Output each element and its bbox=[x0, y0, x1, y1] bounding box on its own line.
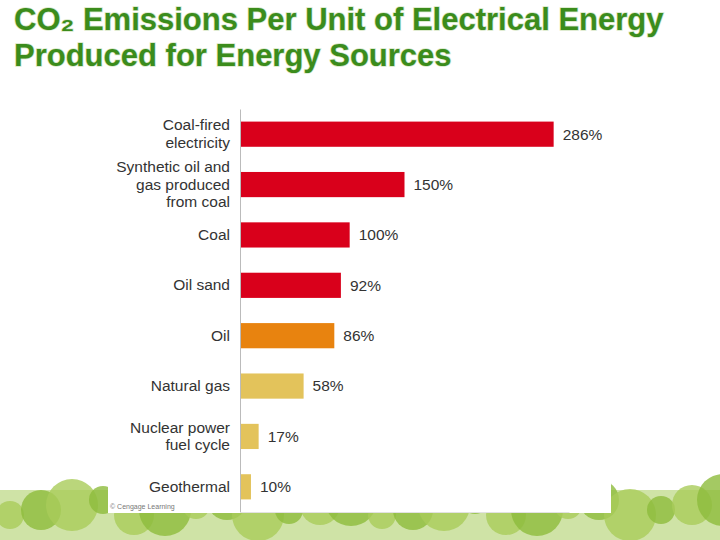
tick: Nuclear powerfuel cycle bbox=[130, 418, 240, 453]
plot-panel bbox=[108, 92, 611, 513]
tick: Oil bbox=[211, 327, 240, 344]
bar bbox=[240, 424, 259, 449]
text-line: Geothermal bbox=[149, 478, 230, 495]
tick-label: Oil bbox=[211, 327, 230, 344]
text-line: fuel cycle bbox=[165, 436, 230, 453]
tick-label: Coal bbox=[198, 226, 230, 243]
bar bbox=[240, 273, 341, 298]
data-label: 100% bbox=[359, 226, 399, 243]
x-axis-line bbox=[241, 512, 570, 513]
data-label: 150% bbox=[414, 176, 454, 193]
bar bbox=[240, 323, 334, 348]
text-line: Synthetic oil and bbox=[116, 158, 230, 175]
text-line: from coal bbox=[166, 193, 230, 210]
tick-label: Synthetic oil andgas producedfrom coal bbox=[116, 158, 230, 211]
data-labels: 286% 150% 100% 92% 86% 58% 17% 10% bbox=[260, 126, 603, 496]
tick-label: Natural gas bbox=[151, 377, 231, 394]
data-label: 86% bbox=[343, 327, 374, 344]
bar bbox=[240, 122, 554, 147]
text-line: Oil sand bbox=[173, 276, 230, 293]
bar bbox=[240, 373, 304, 398]
text-line: Coal-fired bbox=[163, 116, 230, 133]
y-axis-line bbox=[240, 110, 241, 513]
tick: Natural gas bbox=[151, 377, 240, 394]
annotation: © Cengage Learning bbox=[110, 503, 175, 511]
text-line: gas produced bbox=[136, 176, 230, 193]
text-line: electricity bbox=[165, 134, 230, 151]
tick: Synthetic oil andgas producedfrom coal bbox=[116, 158, 240, 211]
tick-label: Nuclear powerfuel cycle bbox=[130, 418, 230, 453]
tick: Oil sand bbox=[173, 276, 240, 293]
bar bbox=[240, 172, 405, 197]
bars bbox=[240, 122, 554, 500]
text-line: Nuclear power bbox=[130, 418, 230, 435]
text-line: Coal bbox=[198, 226, 230, 243]
title: CO₂ Emissions Per Unit of Electrical Ene… bbox=[14, 2, 664, 73]
text-line: Oil bbox=[211, 327, 230, 344]
tick-label: Geothermal bbox=[149, 478, 230, 495]
chart: CO₂ Emissions Per Unit of Electrical Ene… bbox=[0, 0, 720, 540]
bar bbox=[240, 222, 350, 247]
bar bbox=[240, 474, 251, 499]
tree bbox=[697, 474, 720, 526]
x-axis bbox=[241, 512, 570, 513]
tick-label: Coal-firedelectricity bbox=[163, 116, 230, 151]
tick: Coal-firedelectricity bbox=[163, 116, 240, 151]
data-label: 92% bbox=[350, 277, 381, 294]
tree bbox=[0, 501, 24, 529]
data-label: 17% bbox=[268, 428, 299, 445]
text-line: Produced for Energy Sources bbox=[14, 38, 452, 73]
data-label: 286% bbox=[563, 126, 603, 143]
y-axis: Coal-firedelectricity Synthetic oil andga… bbox=[116, 110, 240, 513]
text-line: Natural gas bbox=[151, 377, 231, 394]
text-line: CO₂ Emissions Per Unit of Electrical Ene… bbox=[14, 2, 664, 37]
tick-label: Oil sand bbox=[173, 276, 230, 293]
tree bbox=[647, 496, 675, 524]
tick: Coal bbox=[198, 226, 240, 243]
data-label: 58% bbox=[313, 377, 344, 394]
tick: Geothermal bbox=[149, 478, 240, 495]
data-label: 10% bbox=[260, 478, 291, 495]
